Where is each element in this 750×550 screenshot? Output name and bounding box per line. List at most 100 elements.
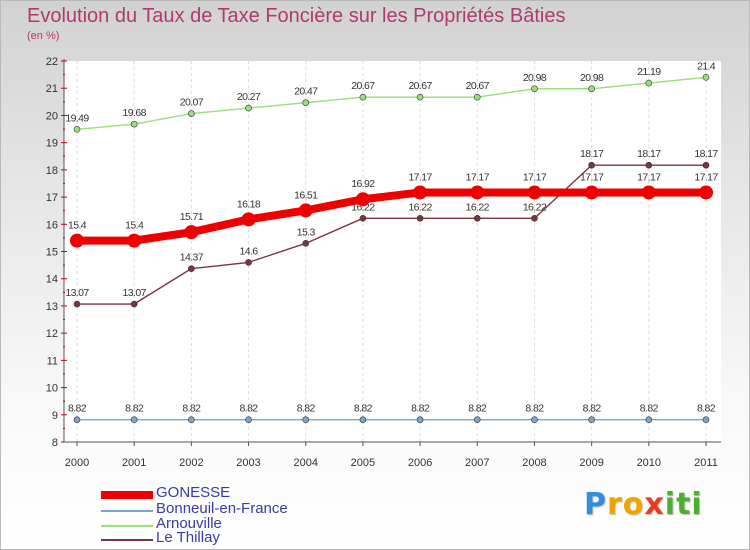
data-label-arnouville: 20.47: [294, 86, 318, 98]
data-point-arnouville: [531, 85, 538, 93]
plot-area: [64, 61, 721, 442]
proxiti-logo: Proxiti: [584, 487, 703, 522]
data-label-gonesse: 16.92: [351, 178, 375, 190]
y-tick-label: 19: [46, 138, 58, 150]
logo-letter: i: [691, 487, 703, 522]
data-label-bonneuil-en-france: 8.82: [697, 403, 716, 415]
data-label-bonneuil-en-france: 8.82: [468, 403, 487, 415]
data-point-arnouville: [473, 93, 481, 101]
data-point-le-thillay: [531, 214, 538, 222]
legend-item-bonneuil: Bonneuil-en-France: [101, 500, 361, 519]
data-label-bonneuil-en-france: 8.82: [125, 403, 144, 415]
data-point-arnouville: [702, 74, 710, 81]
data-label-le-thillay: 13.07: [123, 287, 147, 299]
data-point-bonneuil-en-france: [416, 416, 424, 423]
chart-title: Evolution du Taux de Taxe Foncière sur l…: [27, 5, 566, 27]
data-point-arnouville: [130, 120, 138, 128]
logo-letter: t: [676, 487, 692, 522]
y-tick-label: 14: [46, 274, 58, 286]
data-label-bonneuil-en-france: 8.82: [640, 403, 659, 415]
legend-item-arnouville: Arnouville: [101, 515, 361, 534]
legend-label-gonesse: GONESSE: [156, 484, 231, 501]
data-label-gonesse: 17.17: [694, 171, 718, 183]
data-point-bonneuil-en-france: [130, 416, 138, 423]
data-point-gonesse: [527, 185, 542, 200]
series-line-arnouville: [76, 76, 707, 131]
data-label-arnouville: 20.07: [180, 97, 204, 109]
y-tick-label: 10: [46, 383, 58, 395]
data-label-gonesse: 15.71: [180, 211, 204, 223]
legend-swatch-gonesse: [101, 491, 153, 499]
y-tick-label: 20: [46, 110, 58, 122]
data-point-bonneuil-en-france: [588, 416, 595, 423]
data-point-bonneuil-en-france: [645, 416, 653, 423]
x-tick-label: 2010: [637, 457, 661, 469]
y-tick-label: 9: [52, 410, 58, 422]
y-tick-label: 22: [46, 56, 58, 68]
y-tick-label: 16: [46, 219, 58, 231]
data-label-le-thillay: 14.6: [240, 245, 259, 257]
data-point-arnouville: [245, 104, 252, 112]
y-axis-unit-label: (en %): [27, 30, 60, 42]
logo-letter: r: [607, 487, 623, 522]
data-point-gonesse: [584, 185, 599, 200]
x-tick-label: 2003: [236, 457, 260, 469]
y-tick-label: 11: [47, 355, 58, 367]
data-point-le-thillay: [73, 300, 81, 308]
data-point-bonneuil-en-france: [359, 416, 367, 423]
y-tick-label: 15: [46, 247, 58, 259]
data-label-arnouville: 20.67: [466, 80, 490, 92]
data-label-arnouville: 20.27: [237, 91, 261, 103]
data-point-le-thillay: [588, 161, 595, 169]
data-label-le-thillay: 16.22: [523, 201, 547, 213]
data-point-le-thillay: [473, 214, 481, 222]
data-label-gonesse: 17.17: [637, 171, 661, 183]
data-point-arnouville: [645, 79, 653, 87]
logo-letter: i: [664, 487, 677, 522]
data-label-gonesse: 17.17: [408, 171, 432, 183]
data-label-arnouville: 21.19: [637, 66, 661, 78]
series-line-gonesse: [73, 188, 710, 245]
data-point-le-thillay: [702, 161, 710, 169]
data-point-bonneuil-en-france: [73, 416, 81, 423]
data-point-arnouville: [73, 126, 81, 133]
x-tick-label: 2011: [694, 457, 718, 469]
data-label-arnouville: 20.67: [408, 80, 432, 92]
data-point-gonesse: [355, 192, 370, 207]
data-label-arnouville: 20.98: [523, 72, 547, 84]
data-label-bonneuil-en-france: 8.82: [297, 403, 316, 415]
data-point-gonesse: [184, 225, 199, 240]
data-label-gonesse: 15.4: [125, 220, 144, 232]
legend-swatch-bonneuil: [101, 510, 153, 512]
data-point-bonneuil-en-france: [188, 416, 195, 423]
data-label-bonneuil-en-france: 8.82: [240, 403, 259, 415]
y-tick-label: 21: [46, 83, 58, 95]
data-label-bonneuil-en-france: 8.82: [354, 403, 373, 415]
data-label-le-thillay: 14.37: [180, 252, 204, 264]
data-point-gonesse: [241, 212, 256, 227]
y-tick-label: 13: [46, 301, 58, 313]
data-label-le-thillay: 15.3: [297, 226, 316, 238]
data-label-bonneuil-en-france: 8.82: [583, 403, 602, 415]
data-point-le-thillay: [359, 214, 367, 222]
x-tick-label: 2007: [465, 457, 489, 469]
x-tick-label: 2001: [122, 457, 146, 469]
data-point-gonesse: [127, 233, 142, 248]
data-point-gonesse: [699, 185, 713, 200]
data-point-gonesse: [641, 185, 656, 200]
data-label-gonesse: 17.17: [523, 171, 547, 183]
x-tick-label: 2002: [179, 457, 203, 469]
data-label-bonneuil-en-france: 8.82: [411, 403, 430, 415]
legend-item-gonesse: GONESSE: [101, 484, 361, 503]
x-tick-label: 2000: [65, 457, 89, 469]
data-point-arnouville: [188, 110, 195, 117]
data-point-arnouville: [359, 93, 367, 101]
data-point-gonesse: [70, 233, 84, 248]
data-point-bonneuil-en-france: [702, 416, 710, 423]
data-label-gonesse: 16.18: [237, 198, 261, 210]
data-label-arnouville: 19.49: [65, 112, 89, 124]
data-point-bonneuil-en-france: [531, 416, 538, 423]
data-point-bonneuil-en-france: [302, 416, 310, 423]
x-tick-label: 2009: [579, 457, 603, 469]
